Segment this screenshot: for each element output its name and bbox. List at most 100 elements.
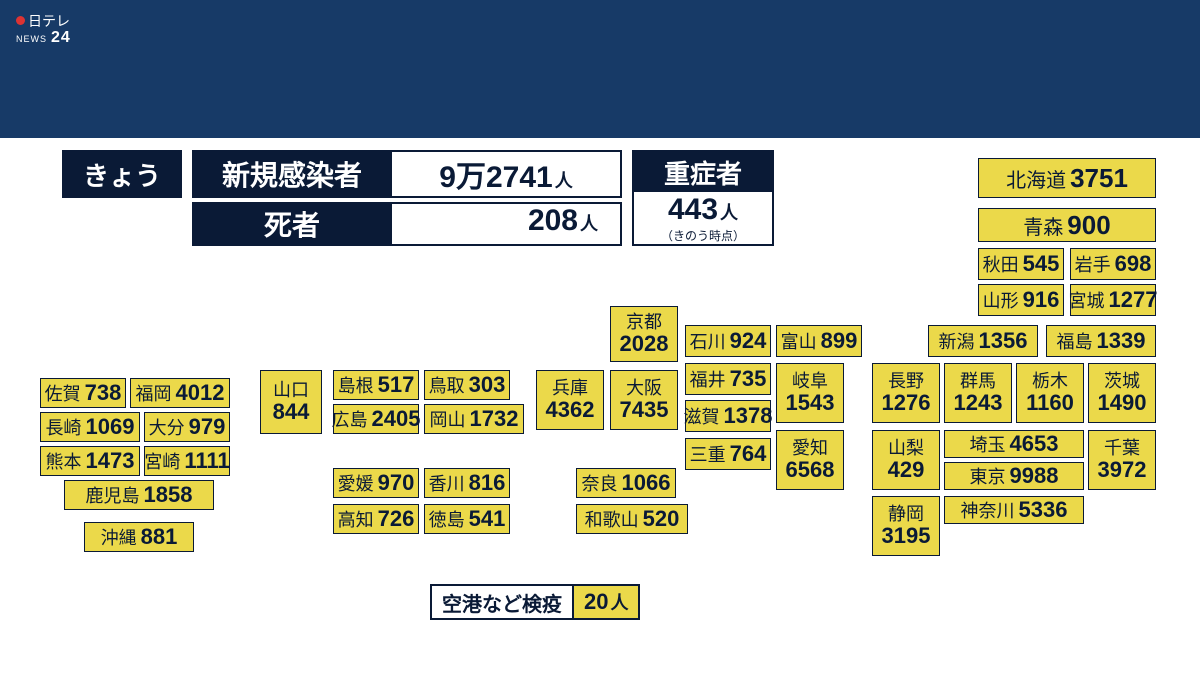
pref-name: 富山 bbox=[781, 328, 817, 354]
pref-name: 香川 bbox=[429, 470, 465, 496]
pref-value: 1066 bbox=[622, 470, 671, 496]
pref-hokkaido: 北海道3751 bbox=[978, 158, 1156, 198]
pref-ehime: 愛媛970 bbox=[333, 468, 419, 498]
pref-value: 970 bbox=[378, 470, 415, 496]
pref-fukui: 福井735 bbox=[685, 363, 771, 395]
pref-tottori: 鳥取303 bbox=[424, 370, 510, 400]
pref-name: 秋田 bbox=[983, 251, 1019, 277]
pref-value: 916 bbox=[1023, 287, 1060, 313]
pref-value: 1473 bbox=[86, 448, 135, 474]
pref-osaka: 大阪7435 bbox=[610, 370, 678, 430]
pref-value: 2028 bbox=[620, 332, 669, 355]
pref-value: 924 bbox=[730, 328, 767, 354]
pref-tochigi: 栃木1160 bbox=[1016, 363, 1084, 423]
pref-name: 栃木 bbox=[1032, 372, 1068, 391]
unit-suffix: 人 bbox=[720, 203, 738, 223]
pref-name: 福岡 bbox=[136, 380, 172, 406]
pref-shiga: 滋賀1378 bbox=[685, 400, 771, 432]
pref-name: 宮城 bbox=[1069, 287, 1105, 313]
pref-value: 698 bbox=[1115, 251, 1152, 277]
pref-name: 長野 bbox=[888, 372, 924, 391]
pref-kanagawa: 神奈川5336 bbox=[944, 496, 1084, 524]
unit-suffix: 人 bbox=[555, 167, 573, 193]
pref-value: 6568 bbox=[786, 458, 835, 481]
new-cases-label: 新規感染者 bbox=[192, 150, 392, 198]
pref-kyoto: 京都2028 bbox=[610, 306, 678, 362]
pref-value: 881 bbox=[141, 524, 178, 550]
pref-name: 和歌山 bbox=[585, 506, 639, 532]
pref-gunma: 群馬1243 bbox=[944, 363, 1012, 423]
unit-suffix: 人 bbox=[580, 210, 598, 236]
pref-name: 兵庫 bbox=[552, 379, 588, 398]
pref-name: 鳥取 bbox=[429, 372, 465, 398]
pref-name: 鹿児島 bbox=[86, 482, 140, 508]
pref-name: 京都 bbox=[626, 313, 662, 332]
pref-name: 静岡 bbox=[888, 505, 924, 524]
pref-name: 愛知 bbox=[792, 439, 828, 458]
pref-name: 茨城 bbox=[1104, 372, 1140, 391]
today-label: きょう bbox=[62, 150, 182, 198]
pref-ishikawa: 石川924 bbox=[685, 325, 771, 357]
pref-value: 1243 bbox=[954, 391, 1003, 414]
pref-niigata: 新潟1356 bbox=[928, 325, 1038, 357]
summary-stats: きょう 新規感染者 9万2741人 死者 208人 重症者 443人 （きのう時… bbox=[62, 150, 1138, 246]
logo-number: 24 bbox=[51, 29, 71, 46]
pref-hiroshima: 広島2405 bbox=[333, 404, 419, 434]
page-root: 日テレ NEWS24 きょう 新規感染者 9万2741人 死者 208人 重症者… bbox=[0, 0, 1200, 675]
pref-saitama: 埼玉4653 bbox=[944, 430, 1084, 458]
pref-name: 熊本 bbox=[46, 448, 82, 474]
pref-value: 545 bbox=[1023, 251, 1060, 277]
pref-kagoshima: 鹿児島1858 bbox=[64, 480, 214, 510]
pref-name: 滋賀 bbox=[684, 403, 720, 429]
pref-value: 4362 bbox=[546, 398, 595, 421]
cases-deaths-group: 新規感染者 9万2741人 死者 208人 bbox=[192, 150, 622, 246]
pref-value: 1160 bbox=[1026, 391, 1074, 414]
logo-sub: NEWS24 bbox=[16, 30, 71, 46]
pref-hyogo: 兵庫4362 bbox=[536, 370, 604, 430]
pref-name: 北海道 bbox=[1006, 164, 1066, 193]
pref-fukushima: 福島1339 bbox=[1046, 325, 1156, 357]
critical-value: 443人 （きのう時点） bbox=[634, 192, 772, 244]
pref-value: 1732 bbox=[470, 406, 519, 432]
pref-value: 541 bbox=[469, 506, 506, 532]
pref-yamanashi: 山梨429 bbox=[872, 430, 940, 490]
pref-miyagi: 宮城1277 bbox=[1070, 284, 1156, 316]
pref-name: 千葉 bbox=[1104, 439, 1140, 458]
pref-value: 4012 bbox=[176, 380, 225, 406]
pref-value: 738 bbox=[85, 380, 122, 406]
pref-akita: 秋田545 bbox=[978, 248, 1064, 280]
pref-name: 奈良 bbox=[582, 470, 618, 496]
new-cases-value: 9万2741人 bbox=[392, 150, 622, 198]
pref-value: 9988 bbox=[1010, 463, 1059, 489]
pref-name: 沖縄 bbox=[101, 524, 137, 550]
pref-yamaguchi: 山口844 bbox=[260, 370, 322, 434]
pref-value: 303 bbox=[469, 372, 506, 398]
pref-aomori: 青森900 bbox=[978, 208, 1156, 242]
pref-okinawa: 沖縄881 bbox=[84, 522, 194, 552]
critical-box: 重症者 443人 （きのう時点） bbox=[632, 150, 774, 246]
pref-value: 2405 bbox=[372, 406, 421, 432]
pref-value: 1543 bbox=[786, 391, 835, 414]
pref-value: 1378 bbox=[724, 403, 773, 429]
pref-name: 山口 bbox=[273, 381, 309, 400]
pref-name: 島根 bbox=[338, 372, 374, 398]
quarantine-value: 20人 bbox=[574, 584, 640, 620]
pref-shizuoka: 静岡3195 bbox=[872, 496, 940, 556]
deaths-value: 208人 bbox=[392, 202, 622, 246]
pref-gifu: 岐阜1543 bbox=[776, 363, 844, 423]
pref-toyama: 富山899 bbox=[776, 325, 862, 357]
pref-kagawa: 香川816 bbox=[424, 468, 510, 498]
critical-label: 重症者 bbox=[634, 152, 772, 192]
pref-mie: 三重764 bbox=[685, 438, 771, 470]
pref-value: 844 bbox=[273, 400, 310, 423]
pref-aichi: 愛知6568 bbox=[776, 430, 844, 490]
pref-value: 1339 bbox=[1097, 328, 1146, 354]
pref-yamagata: 山形916 bbox=[978, 284, 1064, 316]
pref-value: 899 bbox=[821, 328, 858, 354]
pref-kochi: 高知726 bbox=[333, 504, 419, 534]
pref-value: 1069 bbox=[86, 414, 135, 440]
pref-name: 福井 bbox=[690, 366, 726, 392]
pref-name: 徳島 bbox=[429, 506, 465, 532]
pref-name: 青森 bbox=[1023, 211, 1063, 240]
pref-name: 佐賀 bbox=[45, 380, 81, 406]
